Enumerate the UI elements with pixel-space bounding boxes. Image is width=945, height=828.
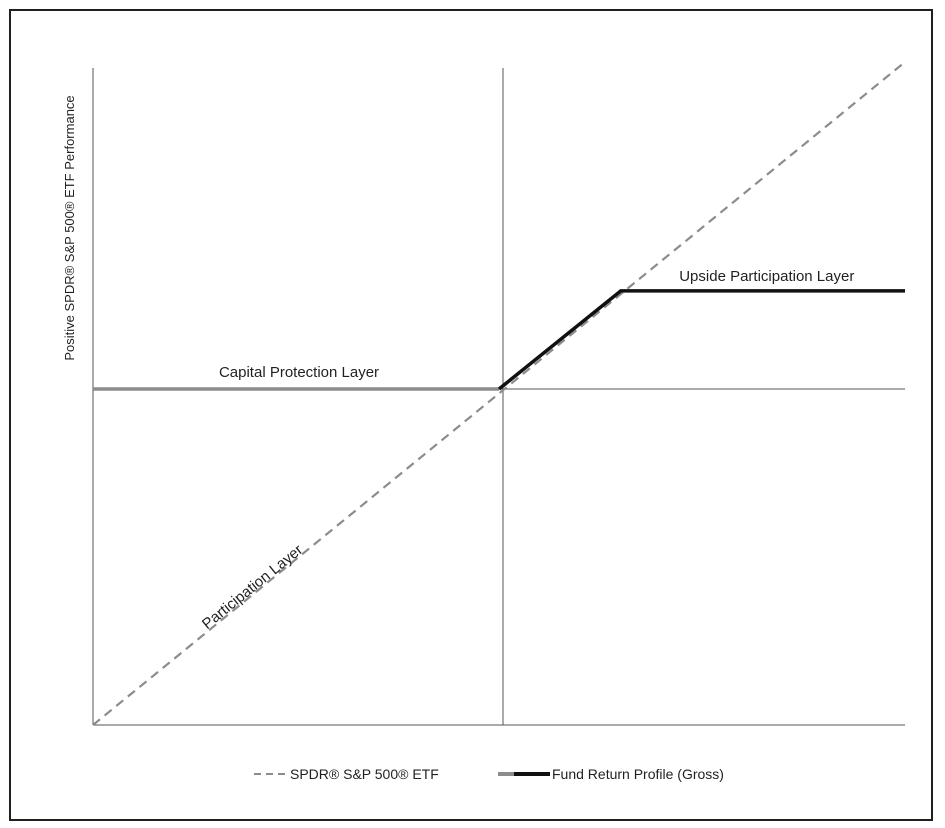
legend-label-fund: Fund Return Profile (Gross) — [552, 766, 724, 782]
annotation-upside-participation: Upside Participation Layer — [679, 268, 854, 285]
legend-label-etf: SPDR® S&P 500® ETF — [290, 766, 439, 782]
annotation-capital-protection: Capital Protection Layer — [219, 364, 379, 381]
series-group — [92, 61, 906, 726]
legend-item-etf: SPDR® S&P 500® ETF — [254, 764, 439, 784]
annotation-participation: Participation Layer — [199, 541, 306, 632]
legend-swatch-solid — [498, 772, 550, 776]
legend-swatch-dashed — [254, 773, 288, 775]
annotations-group: Capital Protection Layer Upside Participa… — [199, 268, 854, 633]
series-line-etf — [92, 61, 906, 726]
legend-item-fund: Fund Return Profile (Gross) — [498, 764, 724, 784]
legend: SPDR® S&P 500® ETF Fund Return Profile (… — [0, 764, 945, 784]
series-line-fund-segment-1 — [497, 289, 905, 391]
y-axis-label: Positive SPDR® S&P 500® ETF Performance — [62, 95, 77, 360]
